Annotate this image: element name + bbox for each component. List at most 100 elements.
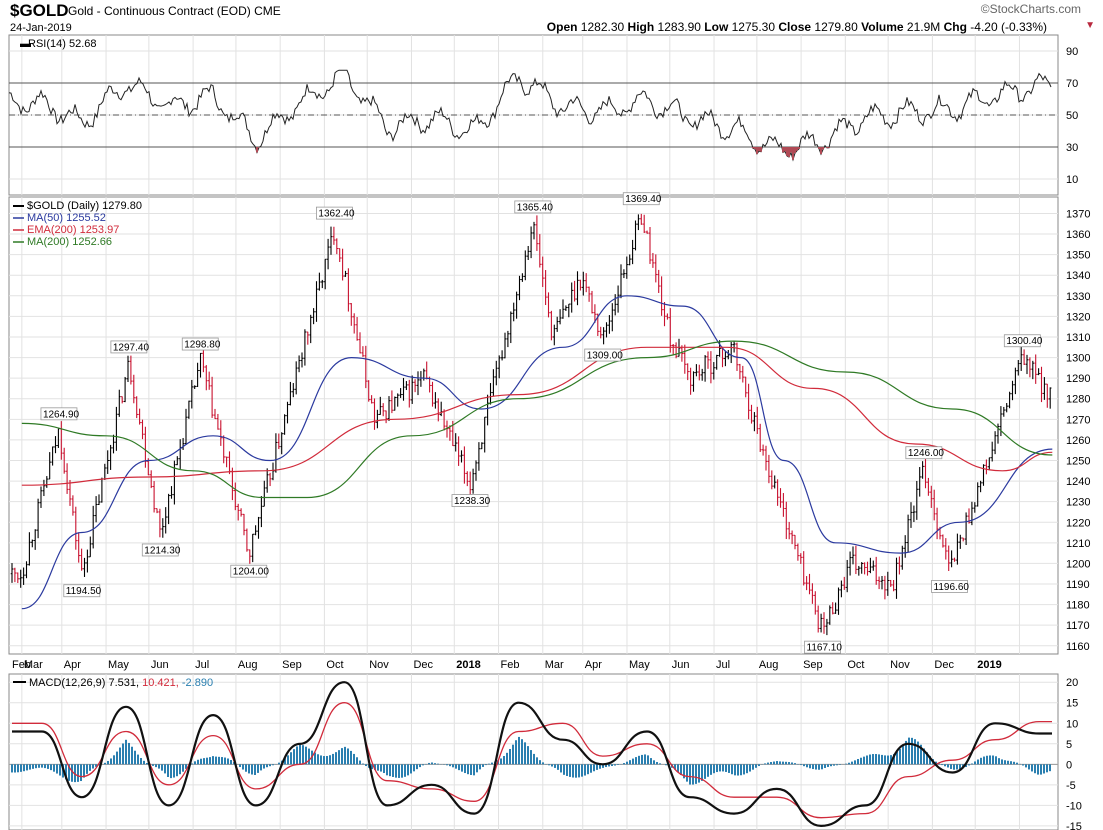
- macd-histogram-bar-333: [1010, 761, 1012, 765]
- macd-histogram-bar-342: [1037, 764, 1039, 775]
- price-bar-178: [526, 245, 530, 261]
- macd-histogram-bar-320: [971, 763, 973, 765]
- macd-histogram-bar-290: [881, 754, 883, 765]
- macd-histogram-bar-83: [260, 764, 262, 771]
- price-bar-287: [843, 576, 846, 590]
- macd-histogram-bar-283: [860, 757, 862, 765]
- macd-histogram-bar-305: [926, 752, 928, 765]
- annotation-box-11: [804, 640, 841, 654]
- dropdown-arrow-icon[interactable]: ▼: [1085, 20, 1095, 31]
- price-bar-201: [593, 304, 597, 323]
- price-bar-235: [692, 371, 695, 392]
- macd-histogram-bar-313: [950, 764, 952, 769]
- macd-histogram-bar-125: [386, 764, 388, 776]
- price-bar-98: [294, 361, 298, 395]
- price-bar-147: [437, 398, 440, 422]
- macd-histogram-bar-121: [374, 764, 376, 770]
- price-bar-55: [170, 486, 173, 499]
- macd-histogram-bar-98: [305, 746, 307, 765]
- macd-histogram-bar-103: [320, 755, 322, 765]
- macd-histogram-bar-155: [476, 764, 478, 773]
- price-bar-343: [1005, 403, 1008, 413]
- macd-histogram-bar-33: [110, 758, 112, 765]
- macd-histogram-bar-269: [818, 764, 820, 770]
- price-ytick-1290: 1290: [1066, 373, 1090, 385]
- macd-histogram-bar-190: [581, 764, 583, 777]
- price-bar-179: [529, 226, 533, 259]
- price-bar-9: [36, 498, 40, 539]
- price-bar-19: [65, 463, 69, 494]
- price-bar-69: [210, 376, 214, 418]
- ma-line-ma50: [21, 295, 1053, 610]
- price-bar-125: [373, 398, 376, 430]
- macd-histogram-bar-174: [533, 753, 535, 765]
- price-bar-64: [196, 362, 199, 387]
- macd-histogram-bar-131: [404, 764, 406, 777]
- price-bar-173: [512, 302, 515, 322]
- price-ytick-1330: 1330: [1066, 291, 1090, 303]
- price-bar-209: [616, 285, 620, 313]
- price-bar-295: [866, 561, 869, 576]
- macd-histogram-bar-340: [1031, 764, 1033, 772]
- price-bar-301: [883, 575, 887, 600]
- macd-histogram-bar-261: [794, 763, 796, 765]
- price-bar-148: [439, 401, 443, 417]
- price-ytick-1310: 1310: [1066, 332, 1090, 344]
- macd-histogram-bar-61: [194, 761, 196, 765]
- macd-histogram-bar-341: [1034, 764, 1036, 774]
- macd-ytick-15: 15: [1066, 698, 1078, 710]
- macd-histogram-bar-114: [353, 753, 355, 765]
- price-xtick-9: Nov: [369, 659, 389, 671]
- macd-histogram-bar-146: [449, 764, 451, 767]
- macd-histogram-bar-267: [812, 764, 814, 770]
- price-bar-263: [773, 475, 776, 489]
- price-bar-33: [106, 450, 109, 474]
- macd-histogram-bar-152: [467, 764, 469, 775]
- price-bar-273: [802, 551, 805, 586]
- macd-histogram-bar-127: [392, 764, 394, 777]
- price-bar-339: [993, 431, 997, 455]
- price-bar-237: [698, 364, 701, 381]
- macd-histogram-bar-242: [737, 764, 739, 776]
- macd-histogram-bar-221: [674, 764, 676, 770]
- macd-histogram-bar-29: [98, 764, 100, 766]
- price-bar-289: [848, 551, 852, 576]
- price-bar-155: [460, 450, 463, 463]
- macd-histogram-bar-132: [407, 764, 409, 776]
- macd-histogram-bar-11: [44, 764, 46, 769]
- macd-legend-part-1: 7.531,: [105, 677, 139, 689]
- annotation-label-3: 1214.30: [144, 545, 181, 556]
- price-bar-208: [613, 294, 617, 316]
- price-ytick-1340: 1340: [1066, 270, 1090, 282]
- price-xtick-22: Dec: [934, 659, 954, 671]
- price-bar-298: [874, 556, 878, 585]
- price-bar-333: [976, 482, 979, 507]
- price-bar-189: [558, 309, 562, 325]
- macd-histogram-bar-130: [401, 764, 403, 778]
- price-ytick-1250: 1250: [1066, 455, 1090, 467]
- price-xtick-10: Dec: [413, 659, 433, 671]
- annotation-box-12: [905, 446, 943, 460]
- price-bar-153: [454, 433, 457, 452]
- rsi-ytick-10: 10: [1066, 174, 1078, 186]
- price-bar-130: [387, 396, 391, 421]
- annotation-box-3: [141, 543, 179, 557]
- rsi-ytick-50: 50: [1066, 110, 1078, 122]
- macd-histogram-bar-299: [908, 737, 910, 765]
- macd-histogram-bar-268: [815, 764, 817, 770]
- macd-histogram-bar-282: [857, 759, 859, 765]
- open-value: 1282.30: [580, 20, 625, 34]
- macd-histogram-bar-111: [344, 746, 346, 765]
- price-bar-10: [39, 486, 43, 508]
- macd-histogram-bar-170: [521, 739, 523, 765]
- price-legend-2: EMA(200) 1253.97: [27, 224, 119, 236]
- price-bar-271: [796, 543, 800, 561]
- brand-logo[interactable]: ©StockCharts.com: [980, 2, 1081, 16]
- macd-frame: [8, 673, 1059, 830]
- price-bar-132: [393, 396, 397, 411]
- macd-histogram-bar-287: [872, 754, 874, 765]
- price-bar-74: [225, 456, 228, 468]
- macd-histogram-bar-54: [173, 764, 175, 778]
- price-bar-303: [889, 579, 892, 587]
